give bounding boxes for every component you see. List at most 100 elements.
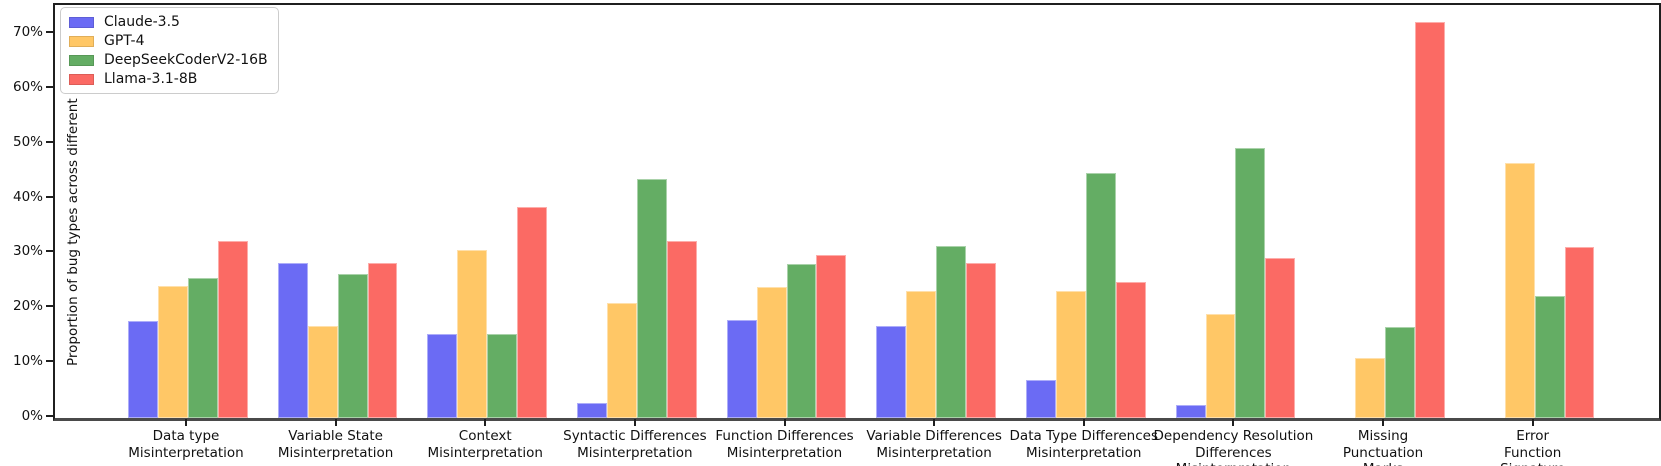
- xtick-mark-7: [1082, 419, 1085, 426]
- legend-label: DeepSeekCoderV2-16B: [104, 52, 268, 68]
- xtick-label-1: Data type Misinterpretation: [71, 428, 301, 461]
- bar-GPT-4-group7: [1055, 291, 1086, 418]
- bar-Claude-3.5-group8: [1175, 404, 1206, 418]
- xtick-label-line: Differences: [1195, 444, 1272, 461]
- bar-Claude-3.5-group2: [277, 263, 308, 418]
- ytick-mark-0: [46, 415, 53, 417]
- legend-item-Llama-3.1-8B: Llama-3.1-8B: [69, 71, 268, 87]
- xtick-label-line: Misinterpretation: [1118, 461, 1348, 466]
- bar-GPT-4-group6: [906, 290, 937, 418]
- xtick-label-line: Syntactic Differences: [563, 428, 707, 444]
- ytick-mark-70: [46, 31, 53, 34]
- xtick-label-line: Punctuation: [1342, 444, 1424, 461]
- xtick-label-3: Context Misinterpretation: [370, 428, 600, 461]
- bar-Llama-3.1-8B-group7: [1115, 281, 1146, 418]
- xtick-label-line: Misinterpretation: [427, 444, 543, 461]
- xtick-label-line: Misinterpretation: [128, 444, 244, 461]
- xtick-label-line: Error: [1516, 428, 1550, 444]
- bar-Llama-3.1-8B-group1: [217, 240, 248, 418]
- bar-DeepSeekCoderV2-16B-group1: [188, 277, 218, 418]
- xtick-mark-6: [933, 419, 936, 426]
- bar-GPT-4-group4: [606, 302, 637, 418]
- bar-DeepSeekCoderV2-16B-group7: [1085, 173, 1116, 418]
- xtick-label-line: Context: [458, 428, 512, 444]
- bar-GPT-4-group3: [457, 249, 488, 418]
- xtick-label-10: ErrorFunctionSignature: [1418, 428, 1648, 466]
- bar-DeepSeekCoderV2-16B-group4: [636, 178, 667, 418]
- xtick-label-line: Misinterpretation: [726, 444, 843, 461]
- bar-DeepSeekCoderV2-16B-group10: [1534, 296, 1565, 418]
- bar-DeepSeekCoderV2-16B-group3: [487, 334, 518, 418]
- xtick-mark-9: [1382, 419, 1385, 426]
- legend-swatch-icon: [69, 35, 94, 47]
- xtick-mark-4: [633, 419, 636, 426]
- bar-GPT-4-group2: [307, 325, 338, 418]
- ytick-mark-40: [46, 195, 53, 198]
- bar-GPT-4-group8: [1205, 314, 1236, 418]
- bar-Llama-3.1-8B-group2: [367, 263, 398, 418]
- ytick-mark-60: [46, 85, 53, 88]
- ytick-label-50: 50%: [12, 133, 43, 150]
- xtick-label-9: MissingPunctuationMarks: [1268, 428, 1498, 466]
- xtick-label-line: Function Differences: [715, 428, 854, 444]
- bar-Llama-3.1-8B-group8: [1265, 258, 1296, 418]
- ytick-label-10: 10%: [12, 353, 43, 370]
- bar-GPT-4-group10: [1504, 162, 1535, 418]
- plot-area: Proportion of bug types across different…: [53, 3, 1661, 421]
- xtick-label-line: Dependency Resolution: [1153, 428, 1314, 444]
- xtick-label-line: Data type: [152, 428, 220, 444]
- xtick-mark-3: [484, 419, 487, 426]
- bar-Llama-3.1-8B-group10: [1564, 247, 1595, 418]
- xtick-label-line: Variable Differences: [866, 428, 1002, 444]
- ytick-label-20: 20%: [12, 298, 43, 315]
- legend-label: GPT-4: [104, 33, 145, 49]
- xtick-label-5: Function Differences Misinterpretation: [670, 428, 900, 461]
- xtick-label-line: Missing: [1357, 428, 1409, 444]
- xtick-label-line: Function: [1503, 444, 1562, 461]
- bar-DeepSeekCoderV2-16B-group6: [936, 246, 967, 418]
- xtick-label-line: Marks: [1268, 461, 1498, 466]
- ytick-label-30: 30%: [12, 243, 43, 260]
- bar-Claude-3.5-group1: [128, 321, 159, 418]
- bar-Llama-3.1-8B-group4: [666, 240, 697, 418]
- bar-Claude-3.5-group7: [1025, 379, 1056, 418]
- bar-Llama-3.1-8B-group6: [966, 262, 996, 418]
- xtick-mark-2: [334, 419, 337, 426]
- xtick-mark-8: [1232, 419, 1235, 426]
- bar-Claude-3.5-group3: [427, 334, 458, 418]
- xtick-label-8: Dependency ResolutionDifferencesMisinter…: [1118, 428, 1348, 466]
- legend: Claude-3.5 GPT-4 DeepSeekCoderV2-16B Llama-…: [60, 7, 279, 94]
- ytick-mark-50: [46, 140, 53, 143]
- xtick-mark-10: [1531, 419, 1534, 426]
- bar-Claude-3.5-group4: [577, 403, 607, 418]
- xtick-mark-1: [185, 419, 187, 426]
- xtick-label-4: Syntactic Differences Misinterpretation: [520, 428, 750, 461]
- ytick-mark-20: [46, 305, 53, 308]
- bar-DeepSeekCoderV2-16B-group5: [786, 264, 817, 418]
- bar-GPT-4-group9: [1355, 358, 1386, 418]
- xtick-label-line: Misinterpretation: [876, 444, 992, 461]
- xtick-label-6: Variable Differences Misinterpretation: [819, 428, 1049, 461]
- xtick-label-line: Variable State: [288, 428, 383, 444]
- xtick-label-line: Misinterpretation: [277, 444, 394, 461]
- bar-GPT-4-group1: [158, 286, 188, 418]
- legend-item-DeepSeekCoderV2-16B: DeepSeekCoderV2-16B: [69, 52, 268, 68]
- ytick-label-70: 70%: [12, 24, 43, 41]
- ytick-mark-10: [46, 360, 53, 363]
- xtick-mark-5: [783, 419, 786, 426]
- bar-DeepSeekCoderV2-16B-group9: [1385, 326, 1415, 418]
- ytick-label-40: 40%: [12, 188, 43, 205]
- legend-swatch-icon: [69, 16, 94, 28]
- bar-Claude-3.5-group6: [876, 325, 907, 418]
- legend-item-GPT-4: GPT-4: [69, 33, 268, 49]
- bar-GPT-4-group5: [756, 286, 787, 418]
- bar-Claude-3.5-group5: [726, 319, 757, 418]
- bar-DeepSeekCoderV2-16B-group2: [337, 273, 368, 418]
- ytick-label-60: 60%: [12, 78, 43, 95]
- legend-label: Llama-3.1-8B: [104, 71, 198, 87]
- ytick-label-0: 0%: [21, 408, 43, 424]
- bar-Llama-3.1-8B-group5: [816, 254, 847, 418]
- xtick-label-7: Data Type Differences Misinterpretation: [969, 428, 1199, 461]
- legend-label: Claude-3.5: [104, 14, 180, 30]
